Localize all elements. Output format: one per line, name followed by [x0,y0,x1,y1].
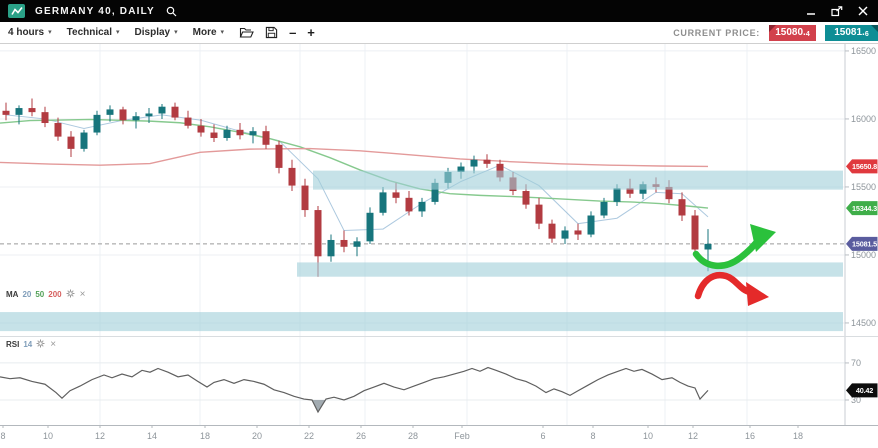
svg-text:70: 70 [851,358,861,368]
price-chart-canvas[interactable]: 16500 16000 15500 15000 14500 70 30 15650.8 1534… [0,44,878,448]
svg-text:Feb: Feb [454,431,470,441]
minimize-button[interactable] [806,6,816,16]
svg-text:14500: 14500 [851,318,876,328]
svg-text:15650.8: 15650.8 [852,162,877,171]
rsi-indicator-label: RSI 14 × [6,338,57,350]
gear-icon[interactable] [36,339,45,350]
zoom-in-button[interactable]: + [307,25,315,40]
tick-up-marker [871,24,878,32]
close-button[interactable] [858,6,868,16]
svg-text:30: 30 [851,395,861,405]
ma-200-line [0,147,709,168]
price-badge: 15650.8 [846,159,878,174]
bullish-arrow [692,234,764,269]
svg-text:22: 22 [304,431,314,441]
chart-toolbar: 4 hours ▾ Technical ▾ Display ▾ More ▾ – + C… [0,22,878,44]
search-icon[interactable] [166,6,177,17]
bearish-arrow [694,271,754,300]
svg-text:26: 26 [356,431,366,441]
buy-price-button[interactable]: 15081. 6 [825,24,878,41]
svg-text:16000: 16000 [851,114,876,124]
sell-price-button[interactable]: 15080. 4 [769,24,816,41]
close-icon[interactable]: × [50,338,57,350]
chevron-down-icon: ▾ [116,29,120,36]
ma-indicator-label: MA 20 50 200 × [6,288,86,300]
chevron-down-icon: ▾ [48,29,52,36]
gear-icon[interactable] [66,289,75,300]
rsi-oversold-fill [312,399,326,413]
window-controls [806,5,868,17]
svg-text:8: 8 [590,431,595,441]
popout-button[interactable] [831,5,843,17]
bullish-arrow-head [750,224,776,252]
more-dropdown[interactable]: More ▾ [192,27,225,38]
grid-lines [0,44,845,425]
svg-text:15081.5: 15081.5 [852,240,877,249]
time-axis[interactable] [0,425,878,448]
instrument-title: GERMANY 40, DAILY [35,5,155,17]
candles [2,98,712,277]
svg-text:15000: 15000 [851,250,876,260]
svg-text:18: 18 [793,431,803,441]
svg-text:18: 18 [200,431,210,441]
svg-text:6: 6 [540,431,545,441]
drawing-annotations[interactable] [692,224,776,306]
price-badge: 15081.5 [846,236,878,251]
ma-50-line [0,118,709,209]
rsi-value-badge: 40.42 [846,383,878,398]
svg-text:40.42: 40.42 [856,386,873,395]
zoom-out-button[interactable]: – [289,25,297,40]
price-badge: 15344.3 [846,201,878,216]
chevron-down-icon: ▾ [174,29,178,36]
chevron-down-icon: ▾ [220,29,225,36]
svg-text:14: 14 [147,431,157,441]
tick-down-marker [769,24,776,32]
rsi-line [0,366,709,414]
svg-text:10: 10 [643,431,653,441]
price-axis[interactable] [845,44,878,425]
bearish-arrow-head [746,282,769,306]
ma-20-line [5,114,709,231]
svg-text:20: 20 [252,431,262,441]
svg-text:15344.3: 15344.3 [852,204,877,213]
svg-text:12: 12 [688,431,698,441]
open-folder-icon[interactable] [239,26,254,39]
title-bar: GERMANY 40, DAILY [0,0,878,22]
support-resistance-zones[interactable] [0,170,843,332]
svg-text:8: 8 [0,431,5,441]
svg-text:28: 28 [408,431,418,441]
svg-text:16500: 16500 [851,46,876,56]
svg-text:10: 10 [43,431,53,441]
svg-text:12: 12 [95,431,105,441]
timeframe-dropdown[interactable]: 4 hours ▾ [8,27,52,38]
svg-text:15500: 15500 [851,182,876,192]
save-icon[interactable] [265,26,278,39]
technical-dropdown[interactable]: Technical ▾ [66,27,120,38]
close-icon[interactable]: × [79,288,86,300]
app-logo-icon [8,4,25,18]
display-dropdown[interactable]: Display ▾ [134,27,178,38]
current-price-label: CURRENT PRICE: [673,27,760,38]
svg-text:16: 16 [745,431,755,441]
